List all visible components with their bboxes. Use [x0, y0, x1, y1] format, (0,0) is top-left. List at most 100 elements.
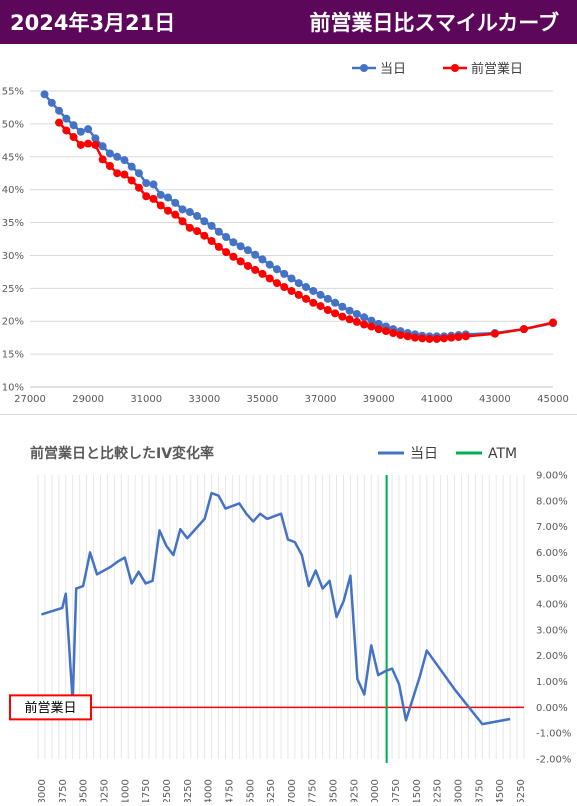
- y-tick-label: -2.00%: [536, 755, 571, 766]
- data-point: [317, 291, 325, 299]
- y-tick-label: 45%: [2, 152, 24, 163]
- data-point: [229, 253, 237, 261]
- x-tick-label: 38500: [329, 779, 340, 802]
- data-point: [549, 319, 557, 327]
- date-label: 2024年3月21日: [10, 7, 175, 37]
- x-tick-label: 29500: [79, 779, 90, 802]
- chart-title: 前営業日と比較したIV変化率: [30, 445, 214, 462]
- x-tick-label: 39000: [363, 394, 395, 405]
- data-point: [55, 119, 63, 127]
- y-tick-label: 30%: [2, 251, 24, 262]
- legend-label: 当日: [380, 62, 406, 77]
- data-point: [462, 332, 470, 340]
- header-bar: 2024年3月21日 前営業日比スマイルカーブ: [0, 0, 577, 44]
- annotation-label: 前営業日: [24, 700, 76, 716]
- x-tick-label: 31000: [130, 394, 162, 405]
- x-tick-label: 33000: [188, 394, 220, 405]
- legend-label: 前営業日: [471, 61, 523, 77]
- data-point: [258, 255, 266, 263]
- y-tick-label: 50%: [2, 119, 24, 130]
- y-tick-label: 35%: [2, 218, 24, 229]
- data-point: [382, 327, 390, 335]
- data-point: [331, 299, 339, 307]
- series-line-today: [41, 493, 510, 724]
- data-point: [251, 266, 259, 274]
- data-point: [215, 243, 223, 251]
- x-tick-label: 28750: [58, 779, 69, 802]
- data-point: [404, 332, 412, 340]
- data-point: [193, 227, 201, 235]
- y-tick-label: 8.00%: [536, 496, 568, 507]
- x-tick-label: 40000: [370, 779, 381, 802]
- data-point: [324, 306, 332, 314]
- y-tick-label: 10%: [2, 383, 24, 394]
- x-tick-label: 32500: [162, 779, 173, 802]
- data-point: [157, 201, 165, 209]
- data-point: [149, 180, 157, 188]
- data-point: [70, 133, 78, 141]
- x-tick-label: 41000: [421, 394, 453, 405]
- data-point: [338, 313, 346, 321]
- data-point: [142, 179, 150, 187]
- x-tick-label: 37750: [308, 779, 319, 802]
- data-point: [375, 325, 383, 333]
- x-tick-label: 34000: [204, 779, 215, 802]
- data-point: [396, 331, 404, 339]
- data-point: [128, 163, 136, 171]
- y-tick-label: 0.00%: [536, 703, 568, 714]
- data-point: [128, 176, 136, 184]
- data-point: [41, 90, 49, 98]
- data-point: [237, 257, 245, 265]
- data-point: [324, 295, 332, 303]
- data-point: [309, 287, 317, 295]
- data-point: [280, 283, 288, 291]
- data-point: [113, 169, 121, 177]
- data-point: [288, 287, 296, 295]
- y-tick-label: 3.00%: [536, 625, 568, 636]
- data-point: [164, 194, 172, 202]
- x-tick-label: 31000: [120, 779, 131, 802]
- data-point: [135, 184, 143, 192]
- data-point: [309, 299, 317, 307]
- data-point: [295, 279, 303, 287]
- data-point: [171, 211, 179, 219]
- x-tick-label: 44500: [495, 779, 506, 802]
- data-point: [222, 248, 230, 256]
- data-point: [106, 149, 114, 157]
- data-point: [157, 191, 165, 199]
- y-tick-label: 15%: [2, 350, 24, 361]
- data-point: [433, 335, 441, 343]
- data-point: [55, 107, 63, 115]
- iv-change-svg: 前営業日と比較したIV変化率9.00%8.00%7.00%6.00%5.00%4…: [0, 427, 577, 802]
- data-point: [440, 334, 448, 342]
- data-point: [266, 274, 274, 282]
- data-point: [295, 291, 303, 299]
- x-tick-label: 29000: [72, 394, 104, 405]
- x-tick-label: 37000: [305, 394, 337, 405]
- y-tick-label: -1.00%: [536, 729, 571, 740]
- data-point: [77, 128, 85, 136]
- data-point: [62, 115, 70, 123]
- page-title: 前営業日比スマイルカーブ: [310, 7, 559, 37]
- x-tick-label: 28000: [37, 779, 48, 802]
- data-point: [244, 262, 252, 270]
- x-tick-label: 42250: [433, 779, 444, 802]
- x-tick-label: 31750: [141, 779, 152, 802]
- x-tick-label: 30250: [99, 779, 110, 802]
- data-point: [193, 212, 201, 220]
- data-point: [426, 335, 434, 343]
- data-point: [455, 333, 463, 341]
- data-point: [251, 251, 259, 259]
- y-tick-label: 5.00%: [536, 574, 568, 585]
- data-point: [229, 238, 237, 246]
- data-point: [215, 228, 223, 236]
- x-tick-label: 27000: [14, 394, 46, 405]
- y-tick-label: 20%: [2, 317, 24, 328]
- data-point: [120, 171, 128, 179]
- x-tick-label: 40750: [391, 779, 402, 802]
- data-point: [186, 224, 194, 232]
- data-point: [447, 334, 455, 342]
- x-tick-label: 43000: [479, 394, 511, 405]
